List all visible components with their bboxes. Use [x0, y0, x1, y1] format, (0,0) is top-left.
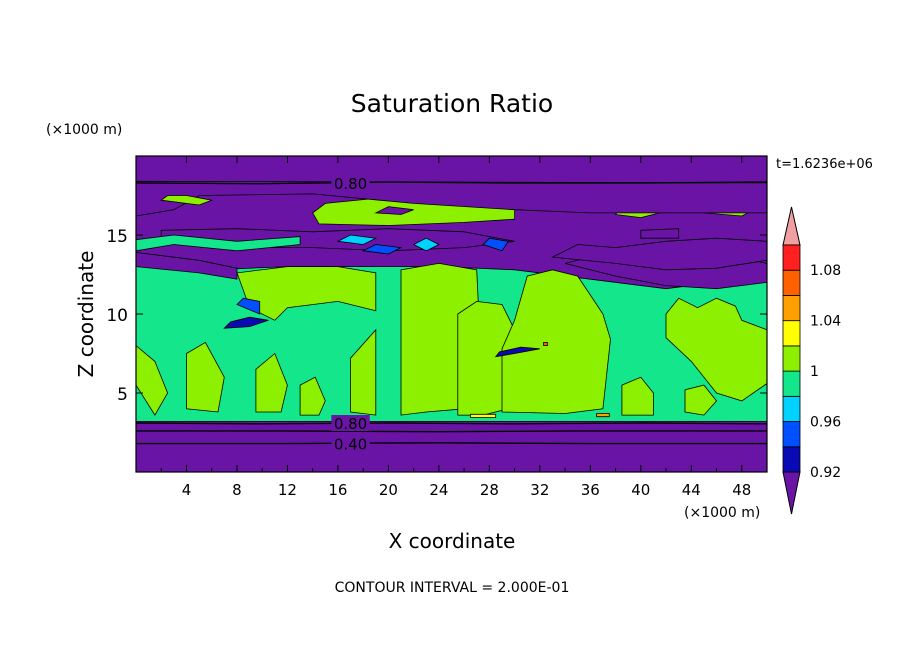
- contour-region-28: [494, 346, 540, 358]
- contour-line-3: [136, 442, 767, 445]
- contour-region-13: [186, 341, 225, 413]
- contour-region-31: [361, 244, 403, 255]
- time-label: t=1.6236e+06: [776, 157, 873, 172]
- contour-region-15: [299, 376, 326, 416]
- colorbar-bin-6: [782, 295, 801, 322]
- contour-region-5: [236, 266, 377, 321]
- contour-region-20: [374, 206, 414, 215]
- contour-region-25: [136, 234, 301, 252]
- contour-region-34: [596, 413, 610, 418]
- colorbar-bin-1: [782, 421, 801, 448]
- x-tick-label-10: 44: [682, 481, 701, 499]
- contour-region-23: [160, 195, 214, 206]
- colorbar-bin-4: [782, 345, 801, 372]
- colorbar-label-4: 1.08: [810, 263, 841, 279]
- x-tick-label-1: 8: [232, 481, 242, 499]
- contour-region-21: [640, 228, 680, 239]
- contour-region-6: [350, 328, 377, 416]
- contour-label-0: 0.80: [334, 175, 367, 193]
- x-tick-label-4: 20: [379, 481, 398, 499]
- contour-region-14: [255, 352, 288, 413]
- colorbar-bottom-arrow: [782, 471, 801, 515]
- y-axis-label: Z coordinate: [74, 251, 98, 378]
- contour-region-10: [665, 297, 767, 402]
- contour-region-27: [223, 316, 269, 329]
- colorbar-label-2: 1: [810, 364, 819, 380]
- contour-line-1: [136, 422, 767, 425]
- contour-label-bg-0: [331, 174, 370, 191]
- contour-region-12: [136, 345, 169, 416]
- colorbar-bin-2: [782, 395, 801, 422]
- contour-region-4: [551, 237, 767, 271]
- colorbar-top-arrow: [782, 206, 801, 246]
- colorbar-label-0: 0.92: [810, 465, 841, 481]
- y-tick-label-0: 5: [117, 385, 128, 405]
- x-axis-label: X coordinate: [389, 529, 516, 553]
- contour-region-35: [543, 341, 548, 347]
- x-tick-label-5: 24: [429, 481, 448, 499]
- contour-region-9: [501, 269, 611, 414]
- x-tick-label-6: 28: [480, 481, 499, 499]
- x-tick-label-11: 48: [732, 481, 751, 499]
- contour-label-1: 0.80: [334, 415, 367, 433]
- contour-region-30: [336, 234, 378, 245]
- colorbar-label-1: 0.96: [810, 415, 841, 431]
- colorbar-bin-0: [782, 446, 801, 473]
- contour-region-32: [482, 237, 509, 252]
- x-tick-label-9: 40: [631, 481, 650, 499]
- contour-region-29: [412, 237, 440, 252]
- x-tick-label-7: 32: [530, 481, 549, 499]
- contour-region-33: [469, 413, 497, 418]
- colorbar-bin-8: [782, 244, 801, 271]
- x-tick-label-2: 12: [278, 481, 297, 499]
- colorbar-bin-7: [782, 269, 801, 296]
- x-tick-label-0: 4: [182, 481, 192, 499]
- contour-region-11: [621, 376, 654, 416]
- chart-title: Saturation Ratio: [351, 89, 553, 118]
- contour-label-bg-1: [331, 415, 370, 432]
- contour-region-16: [684, 384, 718, 416]
- x-tick-label-3: 16: [328, 481, 347, 499]
- y-tick-label-2: 15: [106, 227, 128, 247]
- y-unit-label: (×1000 m): [46, 122, 122, 138]
- colorbar-bin-3: [782, 370, 801, 397]
- contour-interval-footer: CONTOUR INTERVAL = 2.000E-01: [335, 580, 570, 596]
- colorbar-label-3: 1.04: [810, 314, 841, 330]
- contour-region-2: [136, 251, 238, 280]
- contour-line-0: [136, 181, 767, 185]
- x-tick-label-8: 36: [581, 481, 600, 499]
- contour-label-bg-2: [331, 435, 370, 452]
- contour-region-26: [236, 297, 261, 315]
- y-tick-label-1: 10: [106, 306, 128, 326]
- x-unit-label: (×1000 m): [684, 505, 760, 521]
- contour-label-2: 0.40: [334, 436, 367, 454]
- colorbar-bin-5: [782, 320, 801, 347]
- contour-line-2: [136, 430, 767, 433]
